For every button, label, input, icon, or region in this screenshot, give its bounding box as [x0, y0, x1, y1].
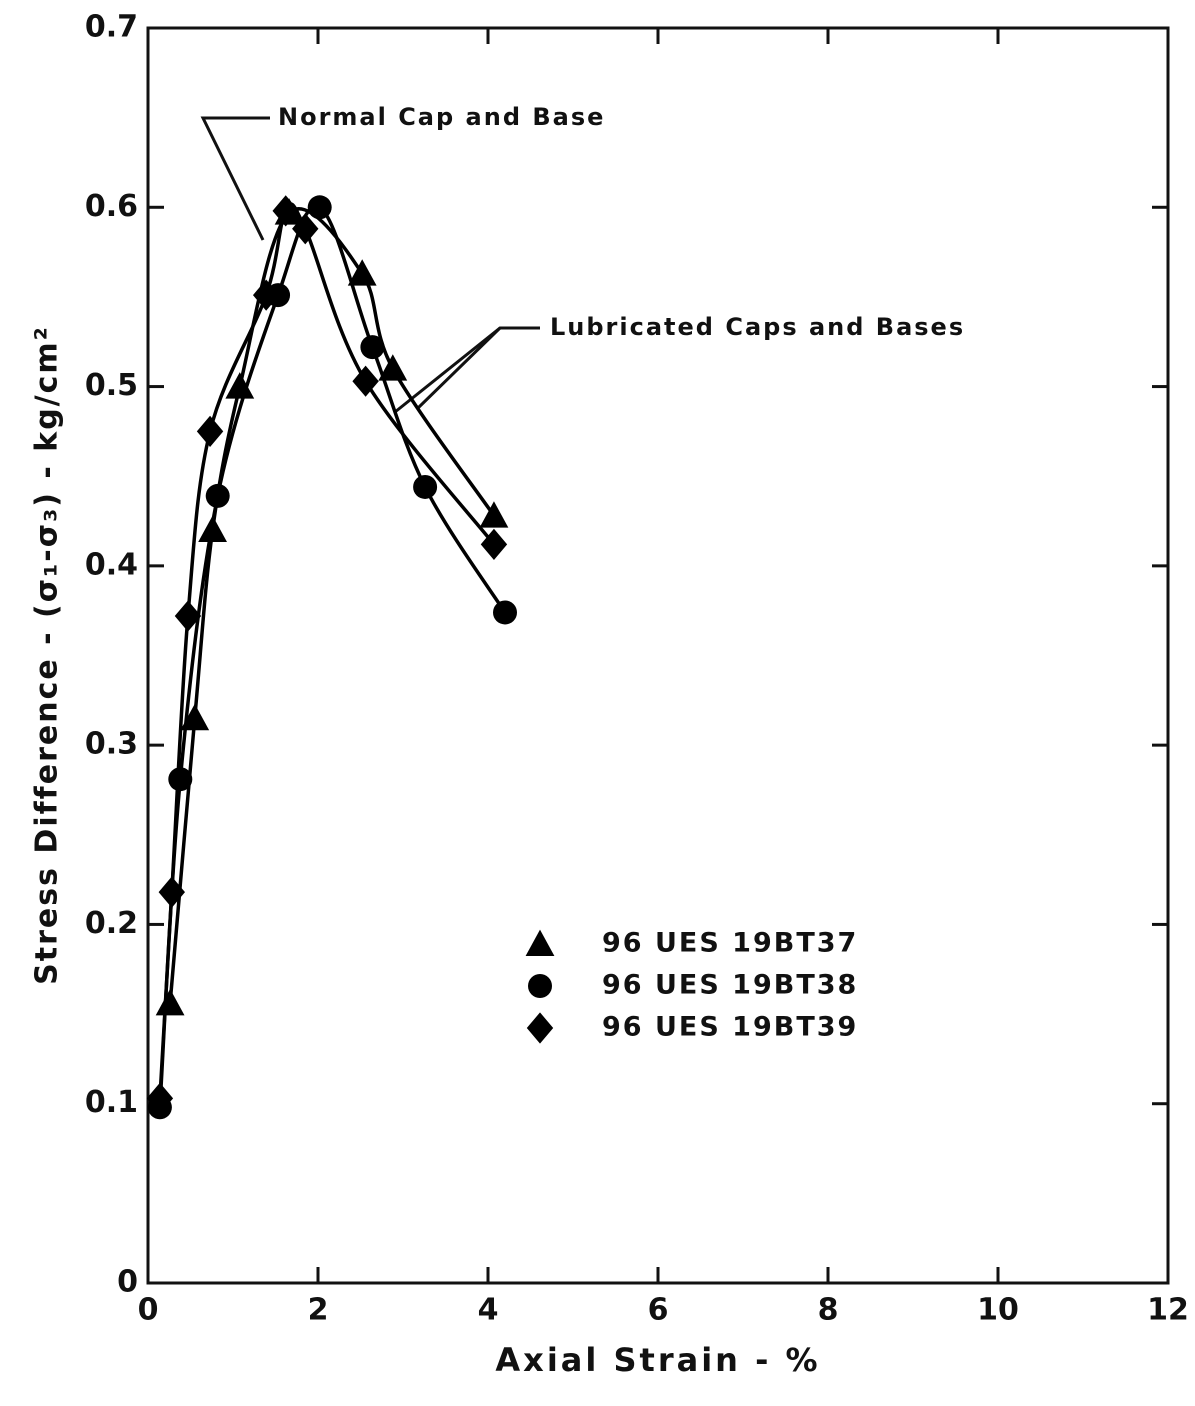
y-tick-label: 0.6 [85, 189, 138, 224]
marker [360, 335, 385, 360]
y-tick-label: 0.3 [85, 727, 138, 762]
y-tick-label: 0 [117, 1265, 138, 1300]
x-tick-label: 12 [1147, 1293, 1189, 1328]
marker [479, 501, 509, 528]
marker [292, 213, 319, 245]
legend-marker [525, 929, 555, 956]
x-tick-label: 2 [308, 1293, 329, 1328]
y-axis-label: Stress Difference - (σ₁-σ₃) - kg/cm² [30, 325, 65, 985]
x-tick-label: 10 [977, 1293, 1019, 1328]
marker [352, 365, 379, 397]
series-line [158, 202, 496, 1099]
marker [347, 259, 377, 286]
y-tick-label: 0.4 [85, 547, 138, 582]
legend-label: 96 UES 19BT38 [602, 970, 858, 1001]
x-tick-label: 8 [818, 1293, 839, 1328]
x-tick-label: 6 [648, 1293, 669, 1328]
y-tick-label: 0.1 [85, 1085, 138, 1120]
series-line [158, 204, 507, 1108]
marker [225, 372, 255, 399]
marker [493, 600, 517, 625]
marker [480, 528, 508, 560]
annotation-arrow [394, 326, 540, 414]
y-tick-label: 0.7 [85, 10, 138, 45]
legend-marker [528, 974, 552, 998]
legend-marker [526, 1012, 554, 1044]
marker [205, 483, 230, 508]
marker [158, 876, 185, 908]
y-tick-label: 0.2 [85, 906, 138, 941]
annotation-arrow [416, 326, 502, 410]
legend-label: 96 UES 19BT37 [602, 928, 858, 959]
marker [155, 988, 185, 1016]
marker [413, 474, 438, 499]
x-tick-label: 4 [478, 1293, 499, 1328]
marker [252, 279, 280, 311]
series-line [168, 207, 496, 1004]
x-tick-label: 0 [138, 1293, 159, 1328]
x-axis-label: Axial Strain - % [495, 1341, 820, 1379]
marker [196, 415, 224, 447]
y-tick-label: 0.5 [85, 368, 138, 403]
marker [272, 195, 299, 227]
annotation-arrow [200, 116, 270, 241]
marker [168, 767, 193, 792]
marker [378, 354, 408, 381]
legend-label: 96 UES 19BT39 [602, 1012, 858, 1043]
marker [174, 600, 202, 632]
marker [146, 1082, 174, 1114]
annotation: Lubricated Caps and Bases [550, 313, 965, 341]
marker [307, 195, 332, 220]
annotation: Normal Cap and Base [278, 103, 605, 131]
